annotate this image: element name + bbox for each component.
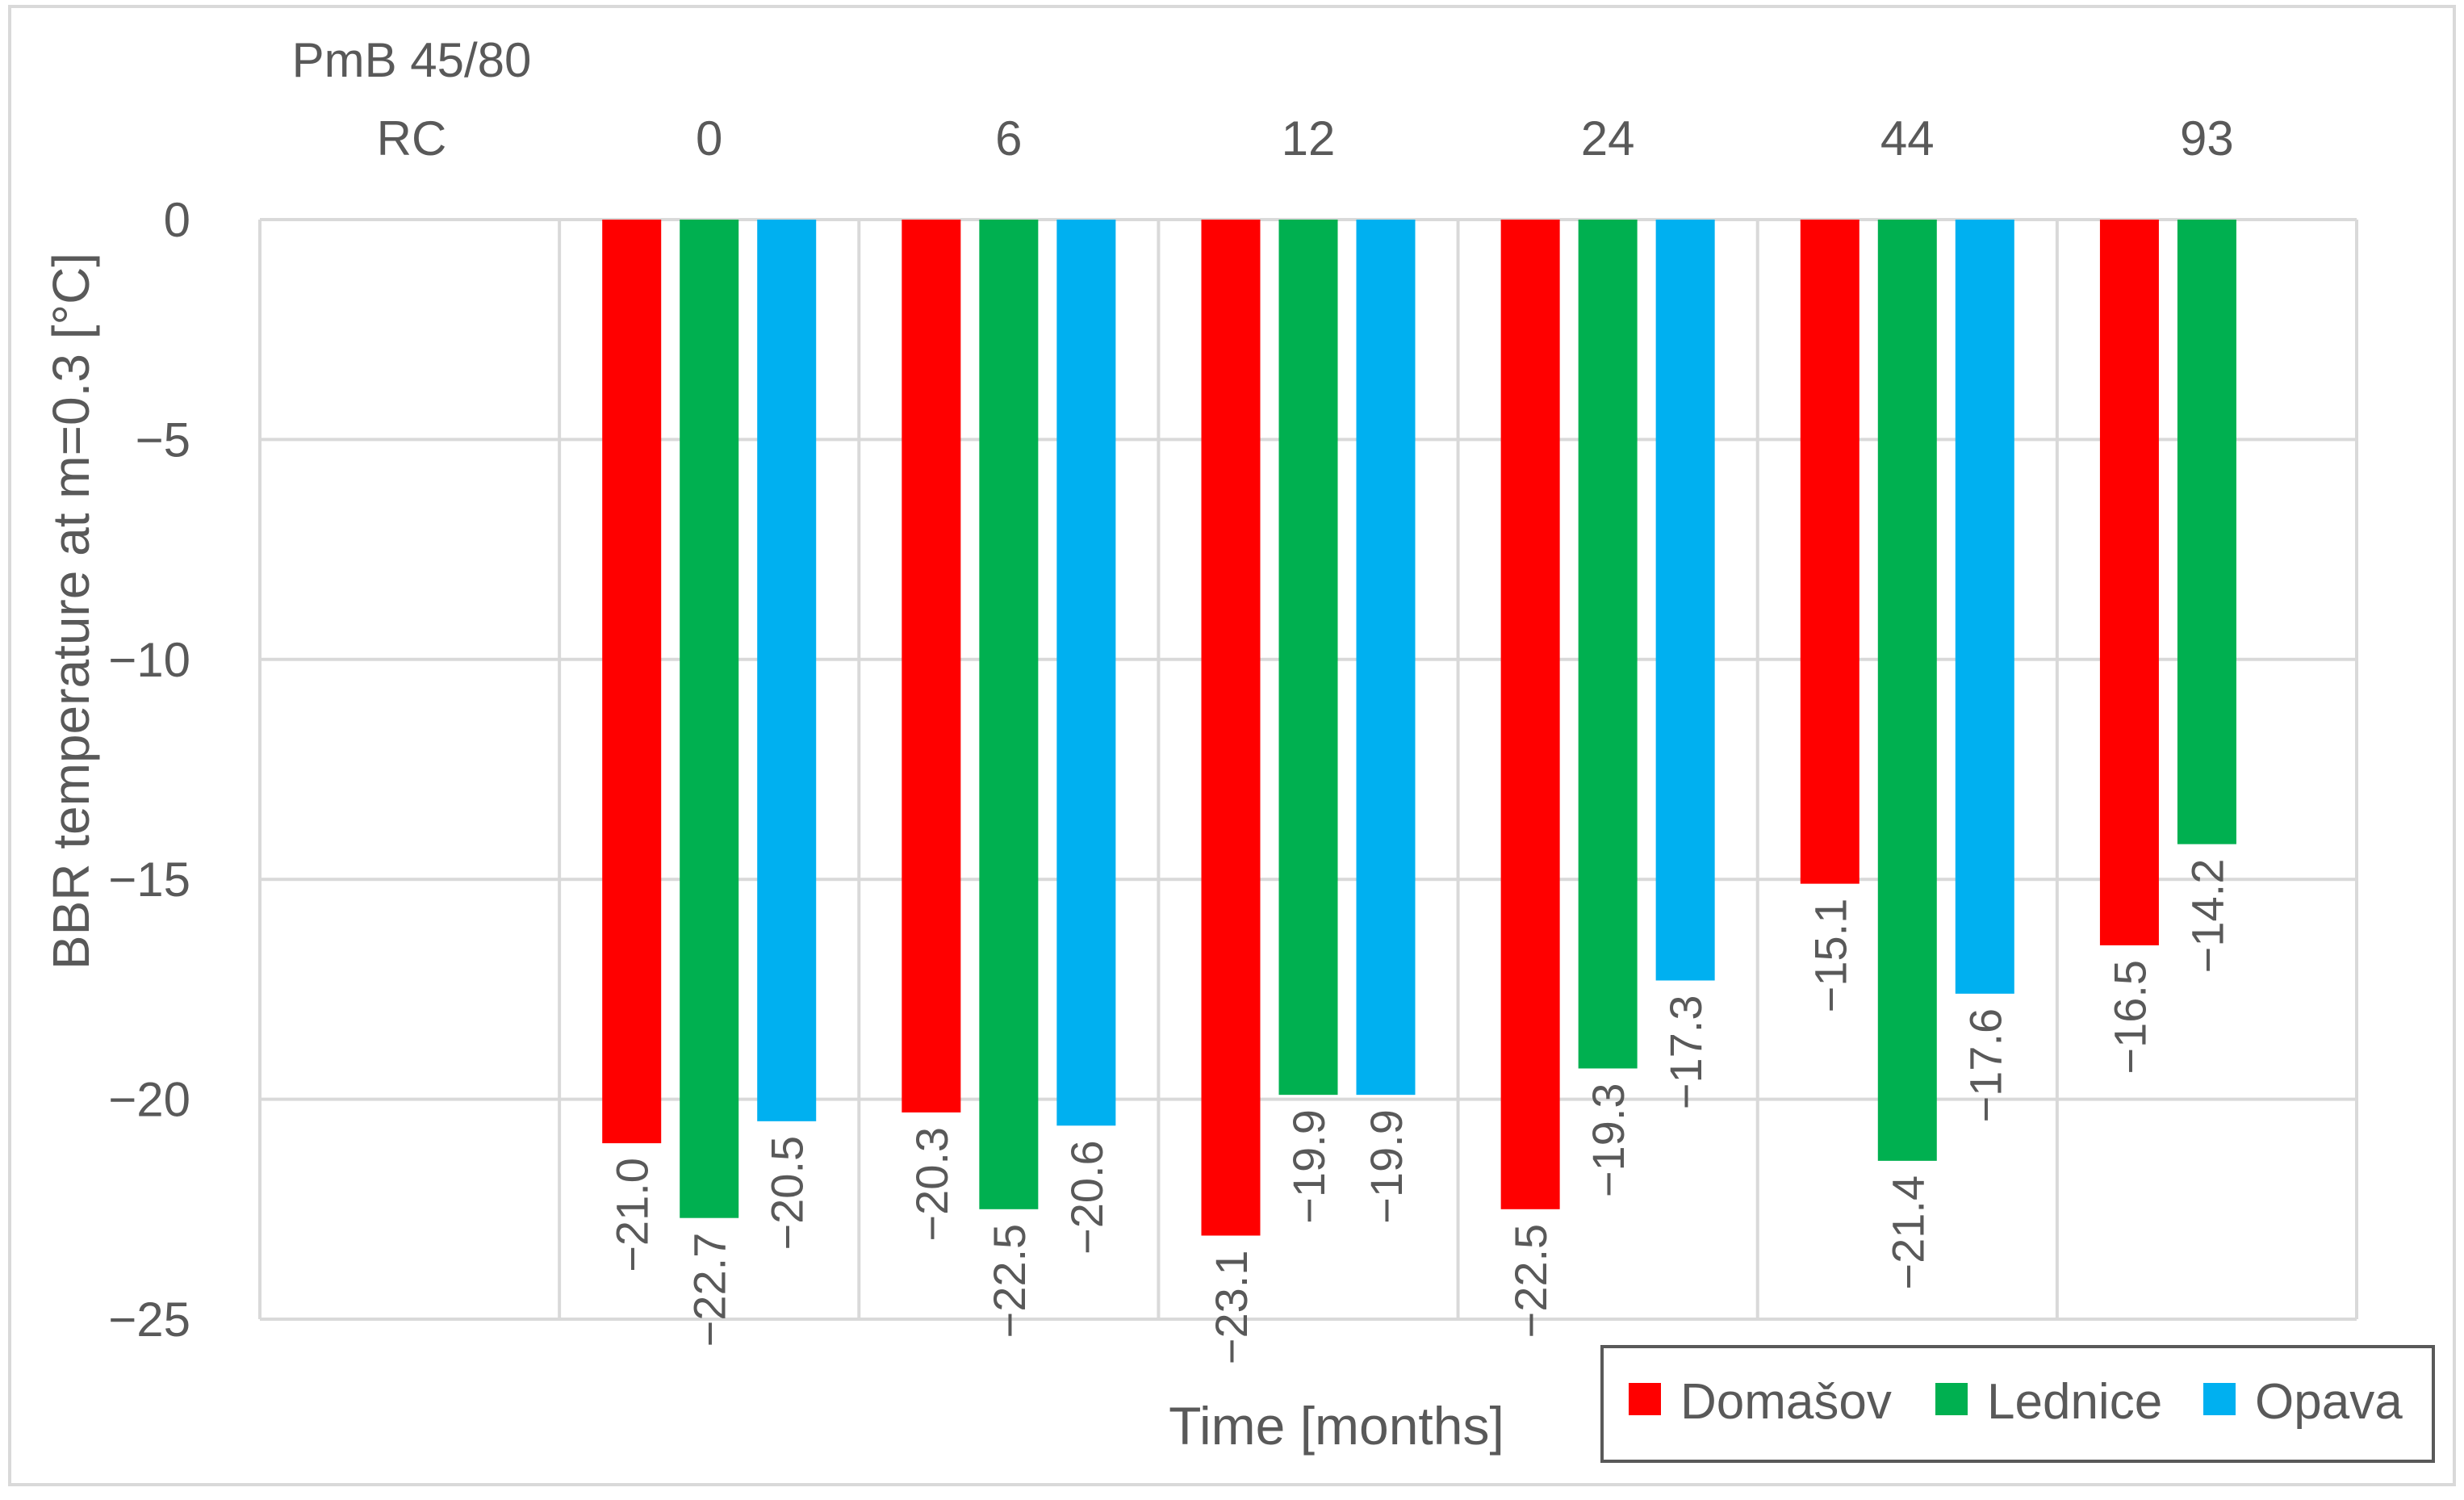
y-tick-label: 0: [164, 193, 190, 247]
data-label: −14.2: [2182, 859, 2232, 974]
x-tick-label: 93: [2180, 111, 2234, 166]
data-label: −16.5: [2104, 960, 2155, 1075]
data-label: −22.7: [684, 1233, 735, 1347]
legend-label: Domašov: [1680, 1374, 1892, 1430]
y-tick-label: −15: [108, 853, 190, 907]
data-label: −22.5: [1505, 1224, 1556, 1339]
bar-domaov: [902, 220, 961, 1112]
data-label: −21.0: [607, 1158, 658, 1272]
data-label: −19.9: [1283, 1109, 1334, 1224]
y-tick-label: −10: [108, 633, 190, 687]
legend: Domašov Lednice Opava: [1600, 1345, 2435, 1463]
data-label: −20.3: [906, 1127, 957, 1242]
data-label: −15.1: [1805, 899, 1855, 1013]
data-label: −23.1: [1206, 1250, 1257, 1364]
data-label: −19.9: [1361, 1109, 1412, 1224]
bar-opava: [1655, 220, 1715, 981]
y-tick-label: −20: [108, 1073, 190, 1127]
bar-domaov: [2099, 220, 2159, 945]
data-label: −17.3: [1660, 995, 1711, 1110]
legend-swatch: [2203, 1383, 2236, 1415]
legend-label: Opava: [2255, 1374, 2403, 1430]
data-label: −19.3: [1583, 1083, 1634, 1197]
bar-domaov: [1500, 220, 1560, 1209]
x-tick-label: 44: [1880, 111, 1935, 166]
bar-domaov: [1201, 220, 1261, 1236]
bar-opava: [757, 220, 817, 1121]
legend-label: Lednice: [1987, 1374, 2162, 1430]
data-label: −22.5: [984, 1224, 1035, 1339]
bar-opava: [1056, 220, 1116, 1126]
data-label: −17.6: [1960, 1008, 2010, 1123]
x-tick-label: 24: [1581, 111, 1635, 166]
y-tick-label: −25: [108, 1293, 190, 1347]
bar-lednice: [2177, 220, 2236, 844]
bar-opava: [1356, 220, 1416, 1096]
bar-lednice: [680, 220, 739, 1218]
data-label: −20.5: [762, 1136, 813, 1251]
bar-domaov: [1800, 220, 1860, 884]
category-axis-label: RC: [377, 111, 447, 166]
legend-box: [1600, 1345, 2435, 1463]
y-axis-title: BBR temperature at m=0.3 [°C]: [42, 253, 100, 970]
x-tick-label: 0: [696, 111, 722, 166]
bar-lednice: [1578, 220, 1638, 1069]
x-tick-label: 6: [995, 111, 1022, 166]
bar-lednice: [979, 220, 1039, 1209]
legend-swatch: [1629, 1383, 1661, 1415]
data-label: −21.4: [1882, 1175, 1933, 1290]
bar-opava: [1955, 220, 2014, 994]
bar-lednice: [1877, 220, 1937, 1161]
legend-swatch: [1935, 1383, 1968, 1415]
bar-domaov: [602, 220, 662, 1144]
series-label-top: PmB 45/80: [292, 33, 532, 87]
x-axis-title: Time [months]: [1169, 1396, 1504, 1456]
bar-lednice: [1278, 220, 1338, 1096]
x-tick-label: 12: [1282, 111, 1336, 166]
data-label: −20.6: [1061, 1140, 1112, 1255]
y-tick-label: −5: [136, 413, 190, 467]
